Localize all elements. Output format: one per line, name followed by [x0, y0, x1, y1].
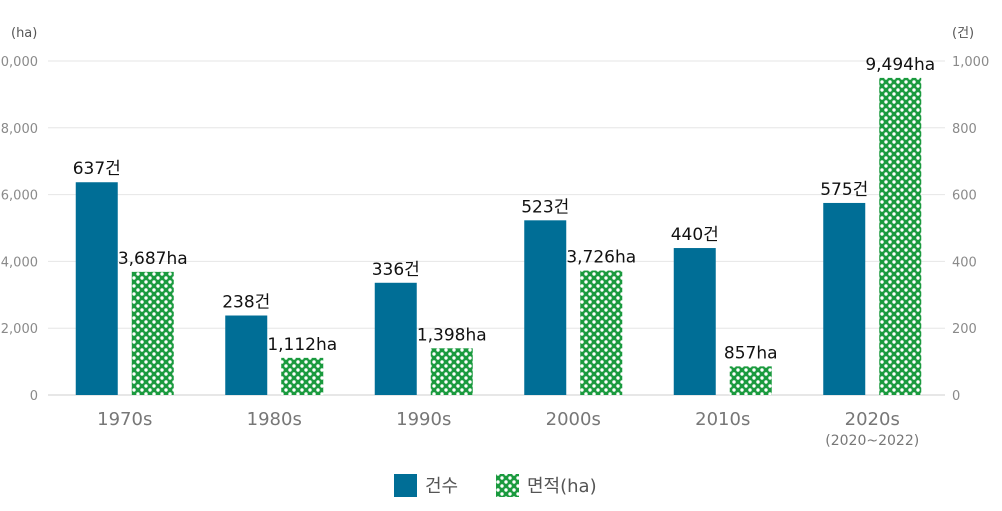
bar-count: [673, 248, 716, 395]
data-label-area: 1,112ha: [267, 335, 337, 355]
bar-area: [430, 348, 473, 395]
bar-area: [879, 77, 922, 396]
left-tick-label: 4,000: [1, 255, 38, 270]
bar-area: [131, 271, 174, 395]
right-tick-label: 400: [952, 255, 977, 270]
right-axis-unit: (건): [952, 26, 974, 41]
right-tick-label: 600: [952, 189, 977, 204]
category-sublabel: (2020~2022): [825, 433, 919, 449]
left-tick-label: 8,000: [1, 122, 38, 137]
data-label-area: 3,687ha: [118, 249, 188, 269]
data-label-layer: 637건 3,687ha 238건 1,112ha 336건 1,398ha 523건 3,7…: [73, 55, 935, 363]
category-label: 2000s: [546, 409, 601, 430]
bar-layer: [75, 77, 922, 396]
category-label: 1990s: [396, 409, 451, 430]
legend-swatch-area: [496, 474, 519, 497]
data-label-count: 523건: [521, 197, 569, 217]
bar-count: [823, 202, 866, 395]
data-label-area: 857ha: [724, 343, 778, 363]
legend-label-area: 면적(ha): [527, 476, 597, 497]
right-tick-label: 200: [952, 322, 977, 337]
left-tick-label: 10,000: [0, 55, 38, 70]
category-label: 1970s: [97, 409, 152, 430]
bar-area: [580, 270, 623, 395]
grid-layer: [48, 60, 945, 396]
left-tick-label: 6,000: [1, 189, 38, 204]
data-label-count: 238건: [222, 293, 270, 313]
data-label-area: 3,726ha: [566, 248, 636, 268]
right-tick-label: 800: [952, 122, 977, 137]
data-label-count: 575건: [820, 180, 868, 200]
axis-layer: 0 2,000 4,000 6,000 8,000 10,000 0 200 400 600 800…: [0, 26, 989, 449]
category-label: 2020s: [845, 409, 900, 430]
legend-swatch-count: [394, 474, 417, 497]
right-tick-label: 1,000: [952, 55, 989, 70]
data-label-count: 336건: [372, 260, 420, 280]
left-tick-label: 2,000: [1, 322, 38, 337]
bar-count: [225, 315, 268, 395]
bar-count: [524, 220, 567, 395]
data-label-count: 637건: [73, 159, 121, 179]
right-tick-label: 0: [952, 389, 960, 404]
category-label: 1980s: [247, 409, 302, 430]
data-label-area: 1,398ha: [417, 325, 487, 345]
legend: 건수 면적(ha): [394, 474, 597, 497]
category-label: 2010s: [695, 409, 750, 430]
bar-area: [281, 357, 324, 395]
left-axis-unit: (ha): [11, 26, 37, 41]
left-tick-label: 0: [30, 389, 38, 404]
data-label-area: 9,494ha: [865, 55, 935, 75]
bar-area: [729, 366, 772, 395]
data-label-count: 440건: [671, 225, 719, 245]
legend-label-count: 건수: [425, 476, 458, 497]
bar-count: [374, 282, 417, 395]
bar-count: [75, 182, 118, 395]
